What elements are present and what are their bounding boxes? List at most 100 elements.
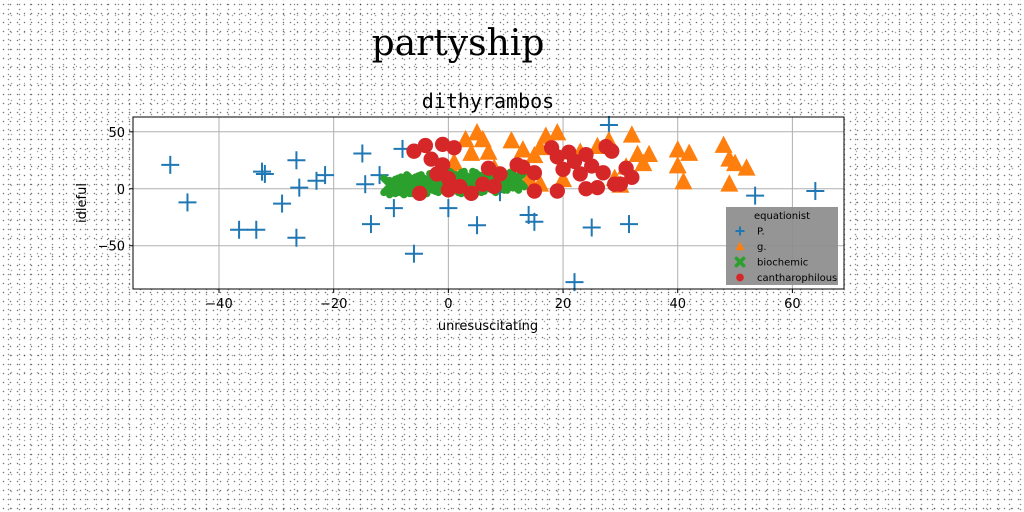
x-tick-label: 20: [555, 297, 572, 312]
data-point: [566, 153, 583, 170]
figure-title: partyship: [371, 23, 545, 64]
data-point: [446, 140, 462, 156]
data-point: [604, 143, 620, 159]
data-point: [549, 183, 565, 199]
data-point: [565, 273, 584, 292]
data-point: [619, 215, 638, 234]
data-point: [463, 185, 479, 201]
data-marks: [161, 115, 825, 292]
data-point: [578, 181, 594, 197]
data-point: [473, 129, 492, 148]
data-point: [737, 158, 756, 176]
data-point: [726, 153, 745, 172]
data-point: [434, 136, 451, 152]
data-point: [526, 183, 543, 199]
data-point: [434, 157, 451, 173]
data-point: [634, 153, 653, 172]
data-point: [525, 212, 544, 231]
legend-marker: [735, 241, 745, 251]
data-point: [502, 131, 521, 149]
data-point: [404, 244, 423, 263]
chart-title: dithyrambos: [422, 89, 554, 113]
legend-label: biochemic: [757, 258, 808, 269]
data-point: [506, 168, 528, 191]
data-point: [549, 149, 565, 165]
data-point: [595, 165, 611, 181]
legend-entries: P. g. biochemic cantharophilous: [734, 226, 837, 284]
data-point: [668, 156, 687, 174]
data-point: [475, 176, 491, 192]
legend-box: [726, 207, 838, 285]
data-point: [584, 158, 600, 174]
legend-label: P.: [757, 227, 765, 238]
data-point: [548, 123, 567, 141]
data-point: [582, 218, 601, 237]
data-point: [513, 140, 532, 158]
data-point: [417, 137, 434, 154]
data-point: [273, 194, 292, 213]
data-point: [554, 169, 573, 188]
data-point: [555, 161, 571, 178]
data-point: [356, 175, 375, 194]
data-point: [287, 151, 306, 170]
x-tick-label: −40: [205, 297, 232, 312]
y-tick-label: −50: [98, 240, 125, 255]
y-tick-label: 0: [117, 183, 125, 198]
data-point: [668, 140, 687, 158]
data-point: [412, 185, 428, 201]
data-point: [674, 172, 693, 190]
series-circle: [406, 136, 640, 201]
data-point: [361, 215, 380, 234]
data-point: [578, 146, 594, 163]
y-tick-label: 50: [108, 126, 125, 141]
legend-marker: [736, 273, 744, 282]
data-point: [680, 143, 699, 161]
data-point: [462, 143, 481, 161]
data-point: [353, 144, 372, 163]
data-point: [622, 125, 641, 143]
data-point: [720, 174, 739, 192]
data-point: [456, 129, 475, 148]
axis-ticks: −40 −20 0 20 40 60 −50 0 50: [98, 126, 801, 312]
data-point: [624, 169, 640, 186]
x-tick-label: 40: [669, 297, 686, 312]
data-point: [599, 115, 618, 134]
data-point: [316, 166, 335, 185]
data-point: [440, 170, 457, 187]
plot-frame: [132, 116, 845, 290]
x-tick-label: 60: [784, 297, 801, 312]
data-point: [468, 216, 487, 235]
data-point: [714, 135, 733, 153]
data-point: [526, 165, 543, 181]
x-tick-label: 0: [444, 297, 452, 312]
data-point: [612, 176, 629, 192]
data-point: [406, 143, 422, 159]
x-axis-label: unresuscitating: [438, 319, 538, 334]
data-point: [247, 220, 266, 239]
legend-marker: [734, 256, 746, 268]
data-point: [178, 193, 197, 212]
data-point: [589, 179, 606, 196]
legend-label: cantharophilous: [757, 273, 837, 284]
data-point: [640, 144, 659, 163]
data-point: [439, 199, 458, 218]
legend-marker: [735, 226, 745, 236]
data-point: [287, 228, 306, 247]
data-point: [423, 151, 439, 167]
data-point: [480, 160, 497, 176]
data-point: [440, 182, 457, 198]
data-point: [384, 199, 403, 218]
data-point: [255, 164, 274, 183]
data-point: [452, 178, 468, 195]
data-point: [572, 166, 588, 182]
data-point: [806, 182, 825, 201]
data-point: [230, 220, 249, 239]
data-point: [290, 178, 309, 197]
x-tick-label: −20: [320, 297, 347, 312]
y-axis-label: idleful: [75, 183, 90, 223]
legend-title: equationist: [754, 211, 810, 222]
data-point: [486, 178, 502, 195]
legend-label: g.: [757, 242, 767, 253]
data-point: [515, 159, 531, 175]
